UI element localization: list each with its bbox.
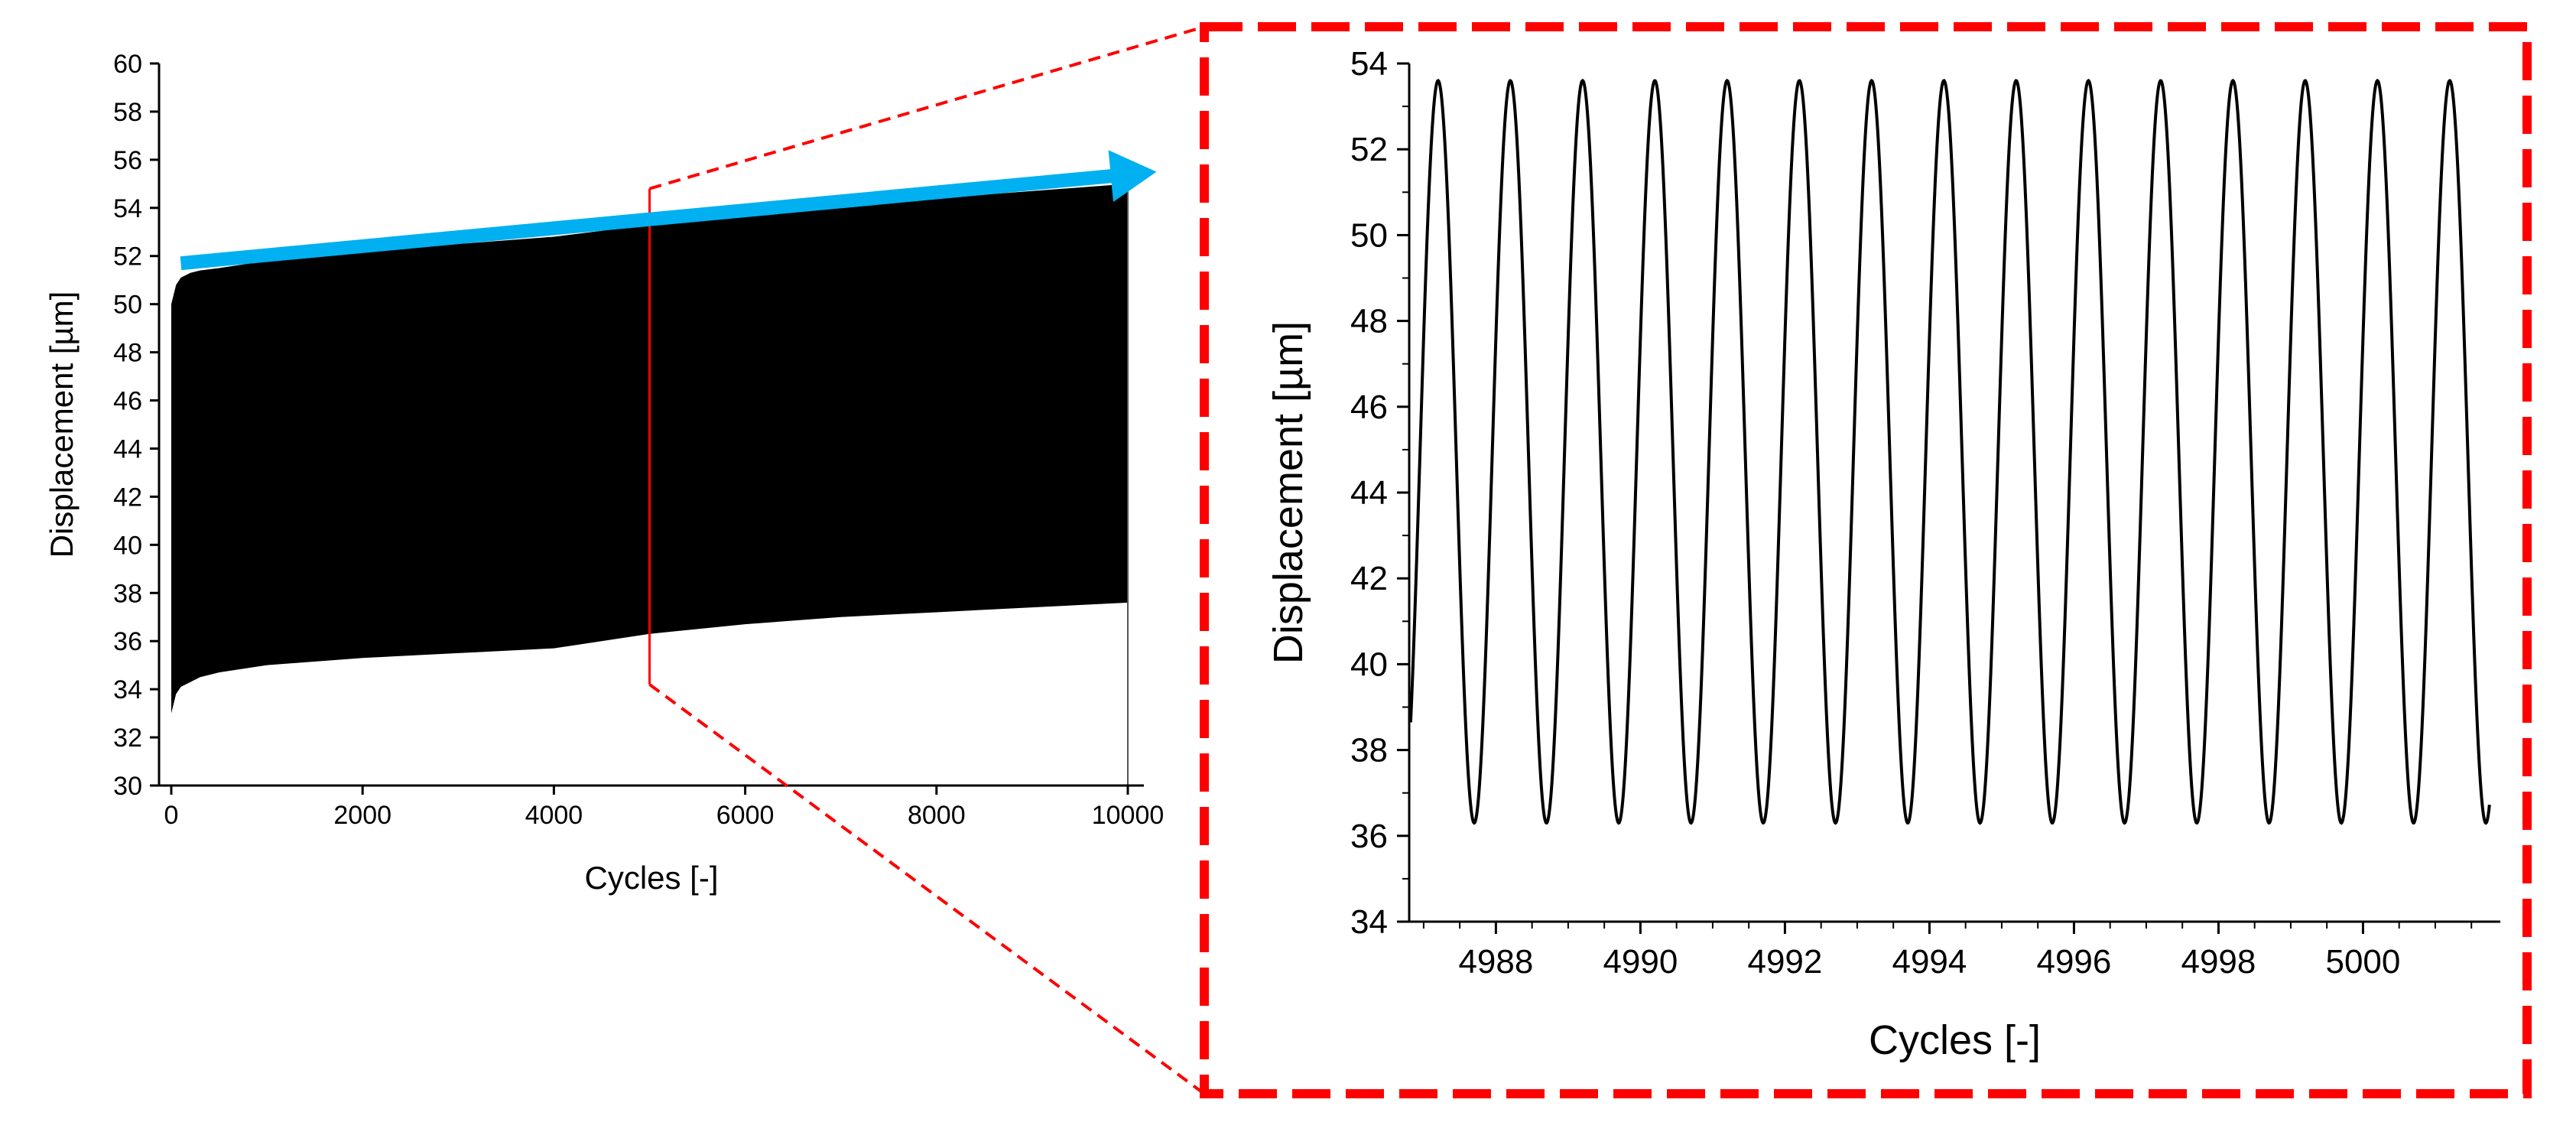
- zoom-x-tick-label: 4990: [1603, 943, 1678, 981]
- y-tick-label: 50: [113, 291, 142, 320]
- zoom-frame: [1200, 22, 2532, 1098]
- y-tick-label: 60: [113, 50, 142, 79]
- x-tick-label: 8000: [908, 801, 966, 830]
- zoom-x-tick-label: 4992: [1747, 943, 1822, 981]
- x-axis-label: Cycles [-]: [584, 860, 718, 896]
- zoom-chart: 4988 4990 4992 4994 4996 4998 5000 34 36 38 40 42 4…: [1265, 45, 2500, 1063]
- zoom-y-tick-label: 36: [1350, 818, 1388, 855]
- trend-arrow: [180, 150, 1157, 271]
- y-tick-label: 56: [113, 146, 142, 175]
- zoom-x-tick-label: 4998: [2181, 943, 2256, 981]
- y-tick-label: 48: [113, 339, 142, 368]
- y-tick-label: 42: [113, 483, 142, 512]
- x-tick-label: 4000: [525, 801, 583, 830]
- zoom-y-tick-label: 52: [1350, 131, 1388, 168]
- zoom-y-axis-label: Displacement [µm]: [1265, 321, 1311, 664]
- zoom-x-axis-label: Cycles [-]: [1869, 1017, 2041, 1063]
- y-axis-label: Displacement [µm]: [44, 291, 80, 558]
- zoom-y-tick-label: 50: [1350, 216, 1388, 254]
- zoom-y-axis-ticks: 34 36 38 40 42 44 46 48 50 52 54: [1350, 45, 1409, 941]
- zoom-y-tick-label: 40: [1350, 646, 1388, 683]
- zoom-connectors: [648, 25, 1206, 1095]
- y-tick-label: 34: [113, 675, 142, 704]
- zoom-y-tick-label: 42: [1350, 560, 1388, 597]
- zoom-y-tick-label: 38: [1350, 732, 1388, 769]
- y-tick-label: 52: [113, 242, 142, 272]
- overview-chart: 0 2000 4000 6000 8000 10000 30 32 34 36 38 40 42 44 4…: [44, 50, 1164, 896]
- zoom-x-tick-label: 4996: [2036, 943, 2111, 981]
- x-tick-label: 2000: [333, 801, 391, 830]
- y-tick-label: 58: [113, 98, 142, 127]
- y-tick-label: 40: [113, 531, 142, 560]
- y-tick-label: 30: [113, 772, 142, 801]
- zoom-y-tick-label: 54: [1350, 45, 1388, 83]
- zoom-y-tick-label: 34: [1350, 903, 1388, 941]
- y-tick-label: 44: [113, 434, 142, 464]
- zoom-y-tick-label: 48: [1350, 303, 1388, 340]
- x-axis-ticks: 0 2000 4000 6000 8000 10000: [164, 786, 1165, 830]
- zoom-y-tick-label: 44: [1350, 474, 1388, 512]
- zoom-x-tick-label: 4994: [1892, 943, 1967, 981]
- zoom-connector-top: [648, 25, 1205, 190]
- y-axis-ticks: 30 32 34 36 38 40 42 44 46 48 50 52 54 56 58 60: [113, 50, 159, 801]
- zoom-y-tick-label: 46: [1350, 389, 1388, 426]
- y-tick-label: 46: [113, 387, 142, 416]
- x-tick-label: 0: [164, 801, 179, 830]
- zoom-x-tick-label: 5000: [2325, 943, 2400, 981]
- zoom-x-tick-label: 4988: [1458, 943, 1533, 981]
- y-tick-label: 38: [113, 579, 142, 608]
- y-tick-label: 32: [113, 724, 142, 753]
- displacement-waveform: [1408, 78, 2491, 825]
- x-tick-label: 10000: [1092, 801, 1165, 830]
- y-tick-label: 36: [113, 627, 142, 656]
- zoom-x-axis-ticks: 4988 4990 4992 4994 4996 4998 5000: [1422, 922, 2473, 981]
- y-tick-label: 54: [113, 194, 142, 223]
- x-tick-label: 6000: [716, 801, 775, 830]
- zoom-connector-bottom: [648, 683, 1206, 1095]
